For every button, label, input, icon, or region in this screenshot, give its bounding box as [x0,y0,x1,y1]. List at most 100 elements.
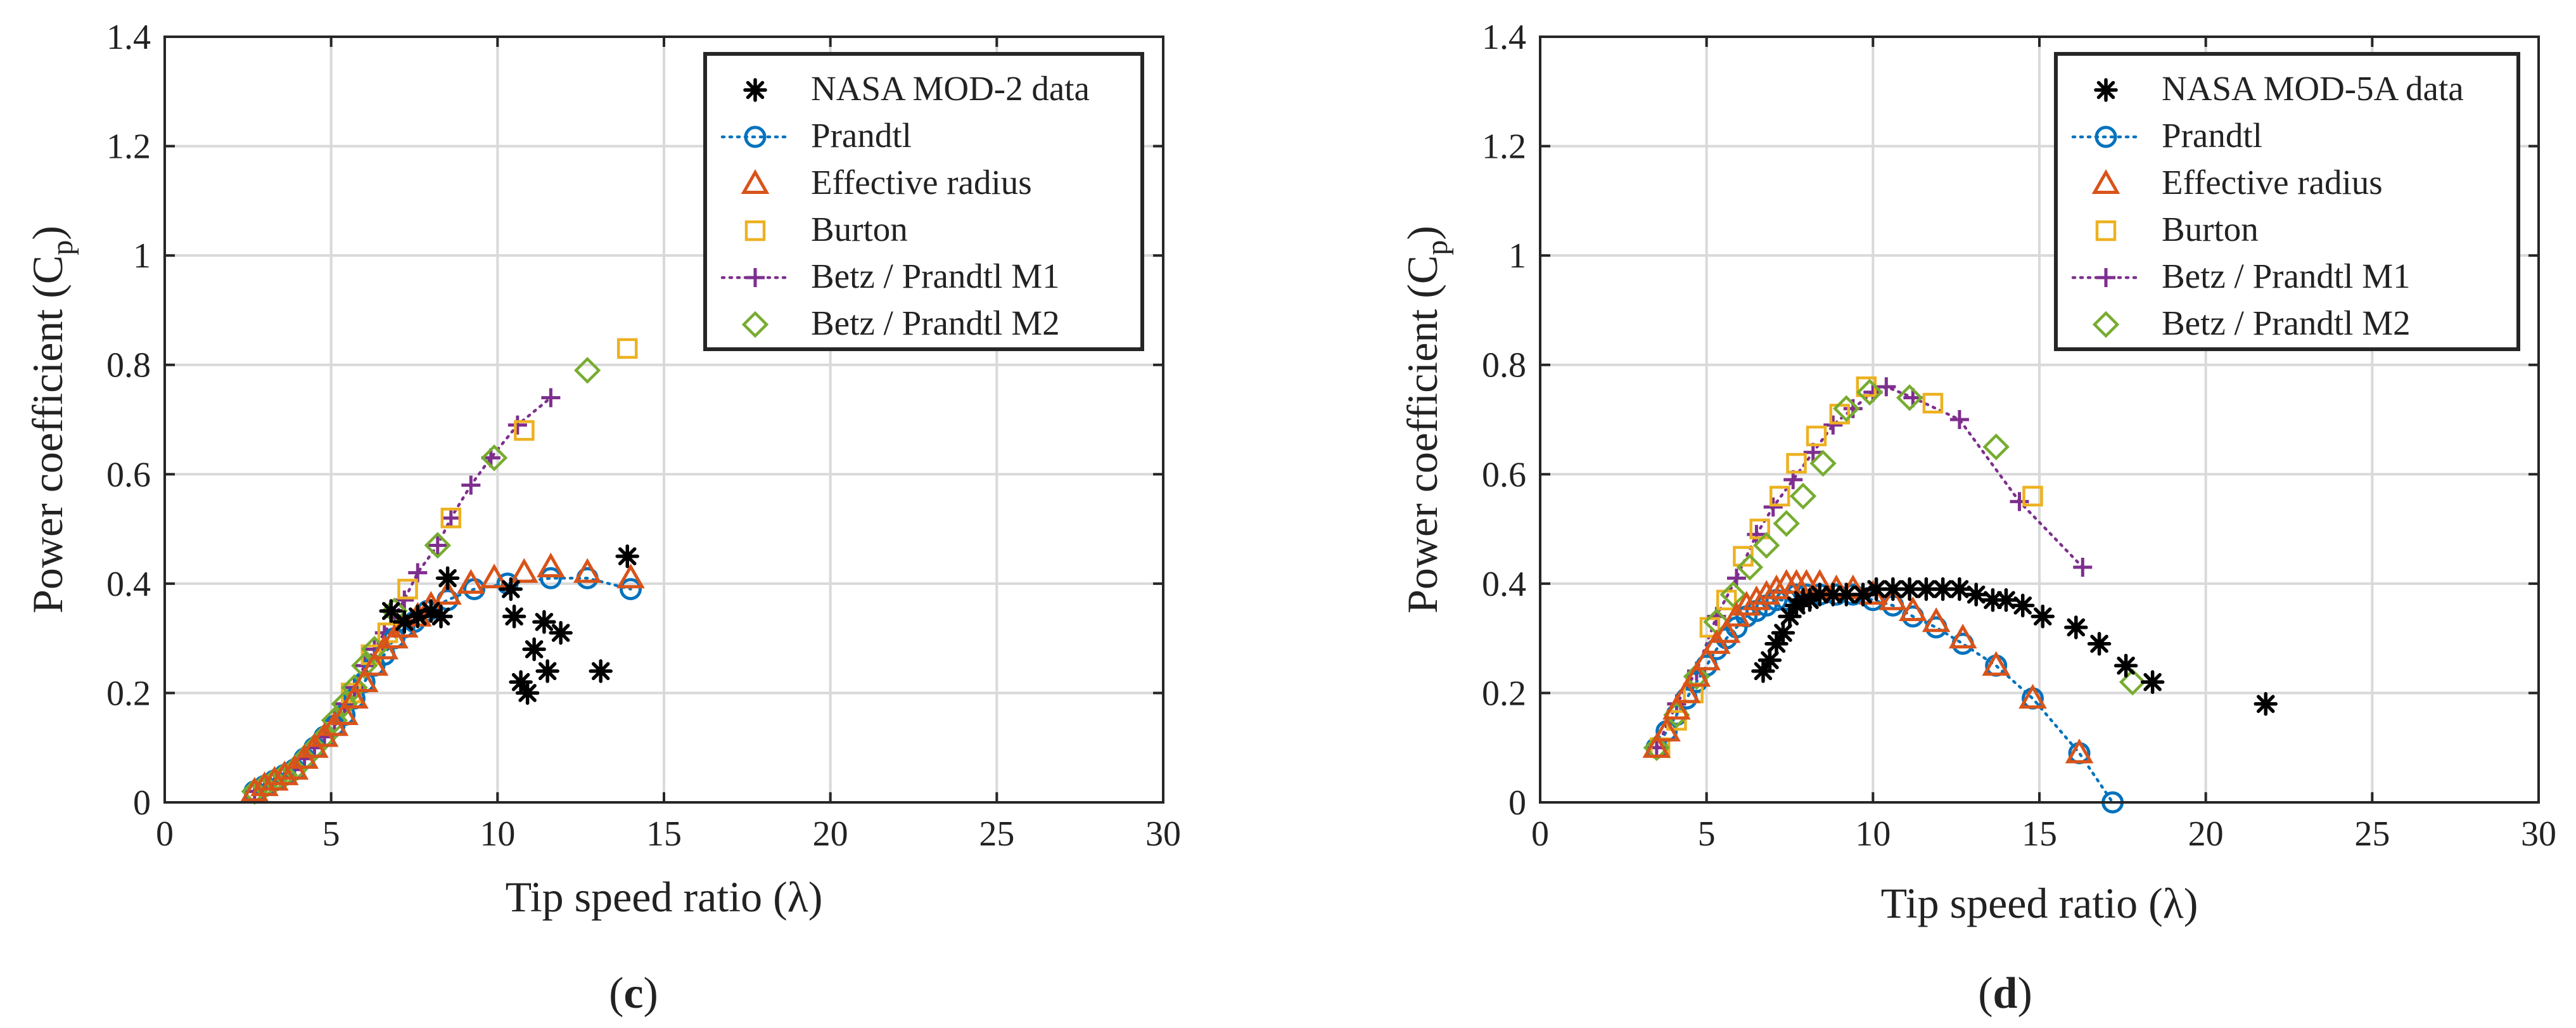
y-axis-label: Power coefficient (Cp) [23,226,79,614]
series-burton [1649,376,2043,758]
axis-ticks: 0 5 10 15 20 25 30 0 0.2 0.4 0.6 0.8 1 1.2 1.4 [1482,18,2556,854]
x-tick-label: 20 [813,814,848,854]
legend-marker-nasa [2094,78,2118,102]
legend-label: Burton [2162,210,2259,248]
data-point-effective [340,684,369,709]
y-tick-label: 0.8 [1482,346,1526,385]
data-point-burton [616,338,638,359]
legend-label: Betz / Prandtl M1 [811,257,1060,295]
data-point-nasa [1771,620,1795,645]
legend-item-effective-radius: Effective radius [2091,163,2383,202]
data-point-effective [1682,662,1711,687]
axis-ticks: 0 5 10 15 20 25 30 0 0.2 0.4 0.6 0.8 1 1.2 1.4 [106,18,1181,854]
data-point-nasa [2064,615,2088,639]
data-point-m2 [480,444,508,472]
data-point-nasa [1914,577,1939,601]
data-point-m2 [351,652,378,679]
y-tick-label: 1.2 [1482,127,1526,167]
legend-item-prandtl: Prandtl [2071,116,2262,155]
data-point-effective [616,563,645,589]
data-point-effective [330,700,359,725]
data-point-prandtl [539,567,562,589]
y-tick-label: 0.6 [1482,455,1526,494]
data-point-nasa [1964,582,1988,607]
y-tick-label: 0.2 [1482,674,1526,713]
data-point-m2 [424,532,451,559]
data-point-m2 [1753,532,1780,559]
legend-item-prandtl: Prandtl [720,116,912,155]
data-point-burton [514,420,535,441]
legend-marker-nasa [743,78,767,102]
data-point-m2 [1773,510,1800,537]
legend-symbol-burton [2095,220,2117,241]
series-effective [1642,569,2094,764]
data-point-nasa [509,670,533,694]
data-point-nasa [549,620,573,645]
data-point-nasa [1808,582,1832,607]
series-m2 [241,357,601,805]
data-point-effective [1752,580,1781,605]
series-nasa [1751,577,2278,716]
data-point-m2 [341,674,368,701]
data-point-nasa [2254,691,2278,716]
y-tick-label: 0 [133,783,151,823]
x-tick-label: 15 [2022,814,2057,854]
data-point-effective [2018,684,2047,709]
plot-series [240,338,645,805]
x-tick-label: 25 [2354,814,2390,854]
legend-symbol-nasa [743,78,767,102]
data-point-effective [360,651,389,676]
data-point-nasa [515,681,540,705]
legend: NASA MOD-2 data Prandtl Effective radius… [703,52,1144,351]
legend-label: Betz / Prandtl M2 [2162,304,2411,342]
data-point-nasa [535,659,559,683]
panel-label-c: (c) [609,969,658,1018]
data-point-effective [1692,645,1721,671]
data-point-nasa [589,659,613,683]
data-point-nasa [1757,648,1782,672]
legend-marker-burton [744,220,766,241]
data-point-m2 [1833,395,1860,422]
data-point-effective [1642,733,1671,758]
data-point-m2 [1982,433,2010,461]
data-point-m2 [1719,581,1747,608]
data-point-burton [1786,453,1807,474]
data-point-m2 [321,707,348,734]
data-point-nasa [2031,604,2055,629]
data-point-effective [260,766,289,791]
data-point-m1 [2073,557,2093,577]
plot-series [1642,376,2278,814]
legend-symbol-effective [741,169,770,194]
legend-marker-effective [741,169,770,194]
data-point-burton [1806,425,1827,447]
legend-label: Betz / Prandtl M1 [2162,257,2411,295]
data-point-nasa [1797,588,1822,612]
data-point-effective [1732,591,1761,616]
legend-marker-effective [2091,169,2120,194]
data-point-nasa [405,604,430,629]
data-point-nasa [1948,577,1972,601]
legend-item-nasa: NASA MOD-5A data [2094,69,2464,108]
data-point-nasa [1764,632,1789,656]
data-point-m1 [1877,377,1896,397]
legend-marker-m2 [741,311,769,338]
chart-panel-c: 0 5 10 15 20 25 30 0 0.2 0.4 0.6 0.8 1 1.2 1.4 Tip spe… [23,18,1181,1018]
y-tick-label: 0.4 [106,565,151,604]
legend-symbol-nasa [2094,78,2118,102]
legend-label: Effective radius [2162,163,2383,202]
data-point-effective [1662,695,1691,720]
data-point-nasa [499,577,523,601]
legend-marker-m1 [2071,268,2141,287]
legend-box [2054,52,2520,351]
legend-symbol-effective [2091,169,2120,194]
data-point-effective [433,580,462,605]
data-point-m2 [1643,734,1671,761]
y-tick-label: 1.2 [106,127,151,167]
data-point-effective [510,558,539,583]
data-point-nasa [532,610,556,634]
y-tick-label: 0.6 [106,455,151,494]
y-tick-label: 1.4 [106,18,151,57]
legend-item-betz-m2: Betz / Prandtl M2 [2092,304,2411,342]
data-point-prandtl [619,577,642,600]
y-tick-label: 1.4 [1482,18,1526,57]
